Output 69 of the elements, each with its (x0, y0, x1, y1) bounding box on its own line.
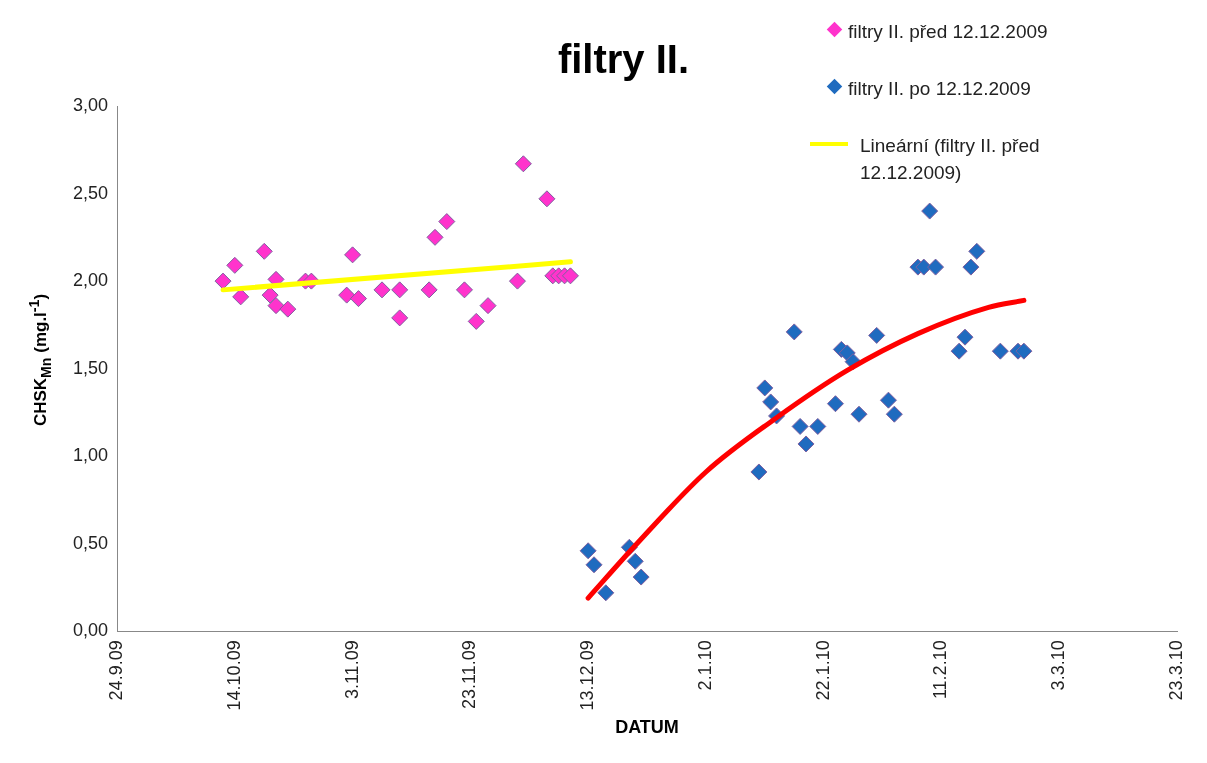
point (267, 297, 285, 315)
legend-label: Lineární (filtry II. před 12.12.2009) (860, 134, 1041, 185)
point (850, 405, 868, 423)
x-tick-label: 11.2.10 (930, 640, 951, 700)
point (950, 342, 968, 360)
y-tick-label: 2,00 (72, 270, 109, 291)
y-tick-label: 3,00 (72, 94, 109, 115)
y-tick-label: 0,50 (72, 532, 109, 553)
point (585, 556, 603, 574)
point (538, 190, 556, 208)
legend-label: filtry II. před 12.12.2009 (848, 20, 1048, 44)
y-tick-label: 1,00 (72, 445, 109, 466)
point (579, 542, 597, 560)
x-tick-label: 2.1.10 (694, 640, 715, 691)
point (214, 272, 232, 290)
point (921, 202, 939, 220)
point (255, 242, 273, 260)
point (561, 267, 579, 285)
point (791, 417, 809, 435)
point (373, 281, 391, 299)
point (756, 379, 774, 397)
point (750, 463, 768, 481)
point (226, 256, 244, 274)
y-tick-label: 1,50 (72, 357, 109, 378)
point (826, 395, 844, 413)
point (391, 309, 409, 327)
point (879, 391, 897, 409)
point (626, 552, 644, 570)
point (785, 323, 803, 341)
point (338, 286, 356, 304)
x-tick-label: 24.9.09 (106, 640, 126, 701)
point (927, 258, 945, 276)
x-tick-label: 22.1.10 (812, 640, 833, 701)
point (420, 281, 438, 299)
legend-label: filtry II. po 12.12.2009 (848, 77, 1031, 101)
point (885, 405, 903, 423)
point (868, 326, 886, 344)
point (279, 300, 297, 318)
point (391, 281, 409, 299)
chart-title: filtry II. (557, 37, 690, 82)
point (344, 246, 362, 264)
point (597, 584, 615, 602)
point (762, 393, 780, 411)
point (438, 213, 456, 231)
point (479, 297, 497, 315)
y-tick-label: 0,00 (72, 620, 109, 641)
x-tick-label: 23.11.09 (459, 640, 480, 710)
x-tick-label: 13.12.09 (577, 640, 598, 711)
y-tick-label: 2,50 (72, 182, 109, 203)
point (455, 281, 473, 299)
point (508, 272, 526, 290)
point (426, 228, 444, 246)
point (962, 258, 980, 276)
point (467, 312, 485, 330)
x-axis-title: DATUM (615, 717, 679, 738)
point (1015, 342, 1033, 360)
point (797, 435, 815, 453)
x-tick-label: 3.11.09 (341, 640, 362, 700)
point (232, 288, 250, 306)
x-tick-label: 3.3.10 (1048, 640, 1069, 691)
point (968, 242, 986, 260)
point (956, 328, 974, 346)
point (632, 568, 650, 586)
x-tick-label: 23.3.10 (1165, 640, 1186, 701)
point (809, 417, 827, 435)
point (349, 290, 367, 308)
x-tick-label: 14.10.09 (223, 640, 244, 711)
point (991, 342, 1009, 360)
point (514, 155, 532, 173)
